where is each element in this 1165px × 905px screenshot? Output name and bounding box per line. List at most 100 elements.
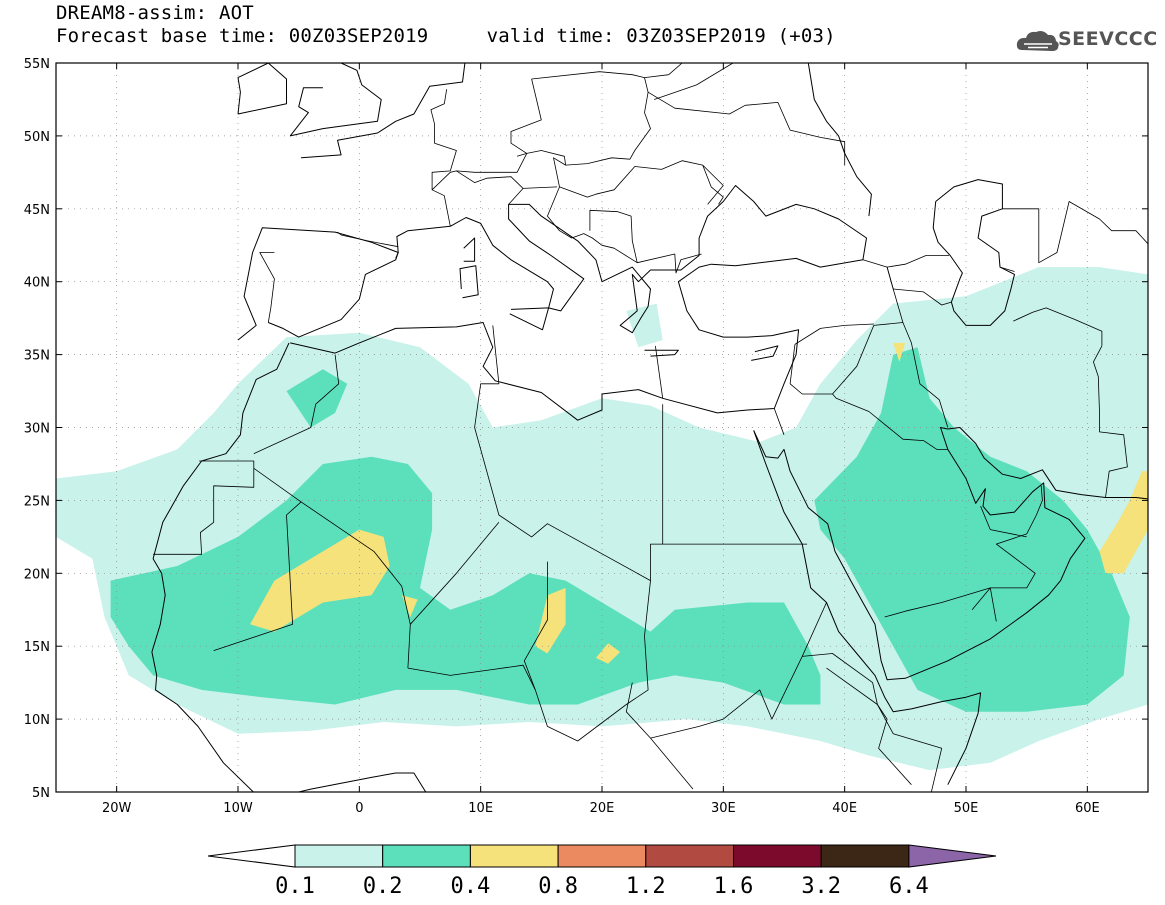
- border-16: [789, 383, 948, 450]
- aot-region-level_1-1: [310, 434, 457, 479]
- border-46: [654, 63, 734, 100]
- colorbar-swatch: [469, 844, 559, 868]
- lon-axis: 20W 10W 0 10E 20E 30E 40E 50E 60E: [102, 63, 1100, 816]
- border-44: [647, 91, 846, 166]
- coastline-15: [807, 63, 872, 217]
- border-9: [407, 580, 651, 742]
- border-17: [832, 322, 903, 395]
- aot-region-level_3-3: [401, 595, 418, 617]
- coastline-5: [237, 63, 287, 115]
- border-22: [862, 259, 894, 290]
- border-7: [253, 354, 340, 455]
- border-25: [980, 506, 1027, 538]
- lat-tick-label: 50N: [24, 130, 50, 145]
- border-30: [655, 345, 664, 399]
- aot-level-0.4: [250, 342, 1148, 664]
- coastline-4: [289, 87, 323, 137]
- border-14: [826, 667, 943, 792]
- border-40: [430, 89, 457, 190]
- lat-tick-label: 55N: [24, 57, 50, 72]
- border-8: [410, 522, 500, 625]
- border-27: [1013, 307, 1103, 346]
- border-32: [789, 344, 796, 384]
- map-area: [56, 63, 1148, 792]
- lon-tick-label: 30E: [711, 801, 736, 816]
- border-15: [877, 704, 912, 785]
- border-33: [547, 160, 724, 274]
- colorbar-label: 0.2: [363, 874, 403, 899]
- border-42: [259, 252, 275, 323]
- border-35: [531, 71, 651, 187]
- border-34: [589, 209, 638, 263]
- chart-subtitle: Forecast base time: 00Z03SEP2019 valid t…: [56, 25, 836, 47]
- border-19: [902, 322, 949, 428]
- coastline-10: [644, 349, 679, 357]
- colorbar-label: 0.8: [538, 874, 578, 899]
- border-39: [516, 150, 566, 166]
- lon-tick-label: 0: [355, 801, 363, 816]
- lon-tick-label: 50E: [954, 801, 979, 816]
- lat-tick-label: 20N: [24, 567, 50, 582]
- colorbar-under-arrow: [207, 844, 296, 868]
- border-6: [474, 325, 500, 428]
- border-43: [644, 63, 683, 78]
- lon-tick-label: 40E: [832, 801, 857, 816]
- colorbar-label: 6.4: [889, 874, 929, 899]
- coastline-14: [753, 430, 982, 785]
- border-41: [337, 231, 399, 248]
- lat-tick-label: 25N: [24, 494, 50, 509]
- border-37: [456, 170, 524, 205]
- border-18: [794, 323, 874, 345]
- coastline-7: [463, 237, 476, 262]
- colorbar-swatch: [294, 844, 384, 868]
- coastline-12: [151, 342, 290, 653]
- lat-tick-label: 15N: [24, 640, 50, 655]
- coastline-11: [151, 651, 427, 792]
- colorbar-swatch: [733, 844, 822, 868]
- coastline-9: [751, 345, 779, 361]
- coastline-6: [459, 265, 479, 299]
- border-23: [971, 485, 1043, 611]
- border-24: [884, 587, 997, 622]
- country-borders: [153, 63, 1148, 792]
- colorbar-label: 3.2: [801, 874, 841, 899]
- chart-title: DREAM8-assim: AOT: [56, 2, 254, 24]
- coastline-16: [932, 179, 1015, 326]
- border-4: [650, 543, 808, 574]
- cloud-icon: [1016, 31, 1059, 51]
- border-2: [300, 501, 411, 669]
- colorbar-label: 1.6: [714, 874, 754, 899]
- lon-tick-label: 20E: [590, 801, 615, 816]
- border-38: [523, 186, 558, 189]
- coastline-8: [509, 307, 550, 331]
- lat-tick-label: 10N: [24, 713, 50, 728]
- aot-region-level_1-3: [626, 303, 663, 348]
- coastline-13: [753, 427, 1148, 681]
- colorbar-swatch: [382, 844, 471, 868]
- border-29: [999, 266, 1015, 272]
- colorbar-label: 1.2: [626, 874, 666, 899]
- aot-region-level_3-5: [1099, 471, 1148, 574]
- coastline-3: [290, 63, 382, 137]
- coastline-2: [301, 63, 466, 159]
- lon-tick-label: 20W: [102, 801, 132, 816]
- aot-region-level_2-1: [286, 369, 348, 428]
- border-26: [1093, 345, 1128, 498]
- aot-region-level_3-4: [893, 342, 906, 362]
- aot-region-level_2-0: [110, 456, 821, 705]
- border-21: [886, 255, 949, 290]
- colorbar: 0.1 0.2 0.4 0.8 1.2 1.6 3.2 6.4: [207, 844, 997, 899]
- aot-level-0.2: [110, 347, 1130, 712]
- lon-tick-label: 10E: [468, 801, 493, 816]
- colorbar-label: 0.1: [275, 874, 315, 899]
- colorbar-over-arrow: [908, 844, 997, 868]
- border-1: [213, 467, 302, 651]
- border-31: [773, 408, 785, 435]
- border-11: [625, 682, 694, 790]
- aot-region-level_3-0: [250, 529, 390, 632]
- border-13: [802, 653, 878, 705]
- lat-axis: 55N 50N 45N 40N 35N 30N 25N 20N 15N 10N 5N: [24, 57, 1148, 801]
- aot-region-level_3-2: [595, 643, 621, 664]
- aot-region-level_3-1: [535, 587, 566, 654]
- lon-tick-label: 10W: [223, 801, 253, 816]
